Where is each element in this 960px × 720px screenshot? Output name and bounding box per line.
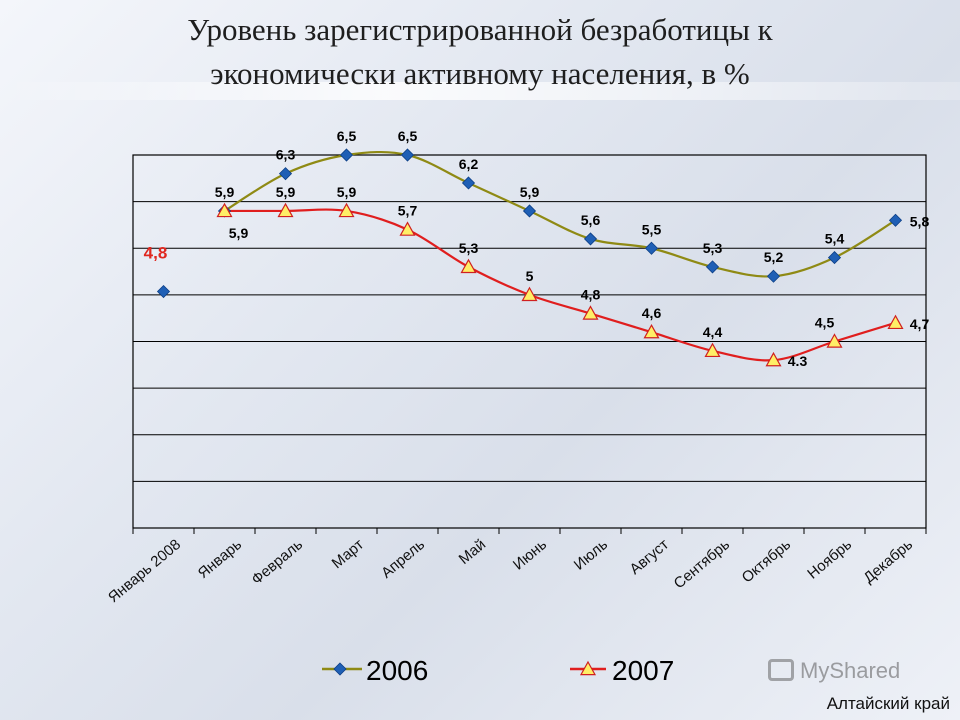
legend-2006-label: 2006 [366,655,428,686]
series-2006-data-label: 6,2 [459,156,479,172]
x-tick-label: Октябрь [739,536,795,587]
series-2006-point [522,204,537,218]
series-2006-point [888,213,903,227]
series-2007-data-label: 4,6 [642,305,662,321]
series-2006-point [705,260,720,274]
series-2007-data-label: 5,3 [459,240,479,256]
series-2007-line [224,208,896,362]
x-tick-label: Май [456,536,489,568]
x-tick-label: Январь 2008 [105,536,184,606]
slide-title: Уровень зарегистрированной безработицы к… [0,8,960,96]
series-2007-point [643,323,660,339]
x-tick-label: Декабрь [860,536,916,587]
x-tick-label: Март [329,536,368,572]
x-tick-label: Февраль [248,536,306,588]
series-2006-point [766,269,781,283]
slide-title-line-2: экономически активному населения, в % [210,56,750,91]
legend-2006-marker [333,662,347,676]
series-2007-data-label: 4,7 [910,316,930,332]
series-2007-point [277,202,294,218]
legend-2007-label: 2007 [612,655,674,686]
slide-title-line-1: Уровень зарегистрированной безработицы к [187,12,773,47]
series-2006-data-label: 5,3 [703,240,723,256]
watermark-icon [768,659,794,681]
series-2007-point [704,342,721,358]
x-tick-label: Сентябрь [671,536,734,592]
x-tick-label: Апрель [378,536,428,582]
series-2006-data-label: 5,2 [764,249,784,265]
series-2007-data-label: 4.3 [788,353,808,369]
series-2006-point [278,167,293,181]
series-2006-point [644,241,659,255]
series-2007-point [826,333,843,348]
region-label: Алтайский край [826,694,950,713]
series-2007-data-label: 5,7 [398,203,418,219]
series-2006-data-label: 5,9 [520,184,540,200]
series-2007-data-label: 5,9 [276,184,296,200]
series-2006-point [400,148,415,162]
series-2007-data-label: 4,5 [815,315,835,331]
series-2007-point [216,202,233,218]
series-2007-point [399,221,416,236]
series-2006-point [339,148,354,162]
series-2006-point [461,176,476,190]
series-2006-data-label: 5,8 [910,213,930,229]
series-2006-data-label: 5,6 [581,212,601,228]
series-2006-data-label: 6,5 [337,128,357,144]
series-2007-data-label: 5,9 [229,225,249,241]
series-2007-point [582,305,599,320]
series-2006-line [223,150,897,278]
series-2006-data-label: 6,3 [276,147,296,163]
series-2006-data-label: 5,4 [825,231,845,247]
series-2006-data-label: 6,5 [398,128,418,144]
series-2007-point [460,258,477,274]
series-2007-data-label: 4,8 [581,287,601,303]
series-2007-point [338,202,355,218]
series-2006-point [583,232,598,246]
legend-2007-marker [579,660,597,676]
series-2007-point [887,314,904,330]
series-2007-point [521,286,538,302]
series-2006-data-label: 5,9 [215,184,235,200]
series-2007-data-label: 5 [526,268,534,284]
background-stripe [0,82,960,100]
series-2007-point [765,351,782,367]
series-2006-data-label: 4,8 [144,244,168,263]
x-tick-label: Июнь [510,536,550,574]
series-2006-point [156,284,171,299]
x-tick-label: Январь [195,536,245,582]
series-2006-point [827,251,842,265]
watermark: MyShared [768,658,928,688]
watermark-text: MyShared [800,658,901,683]
x-tick-label: Ноябрь [804,536,855,583]
x-tick-label: Июль [571,536,611,574]
x-tick-label: Август [627,536,673,578]
series-2006-data-label: 5,5 [642,221,662,237]
series-2007-data-label: 4,4 [703,324,723,340]
series-2007-data-label: 5,9 [337,184,357,200]
